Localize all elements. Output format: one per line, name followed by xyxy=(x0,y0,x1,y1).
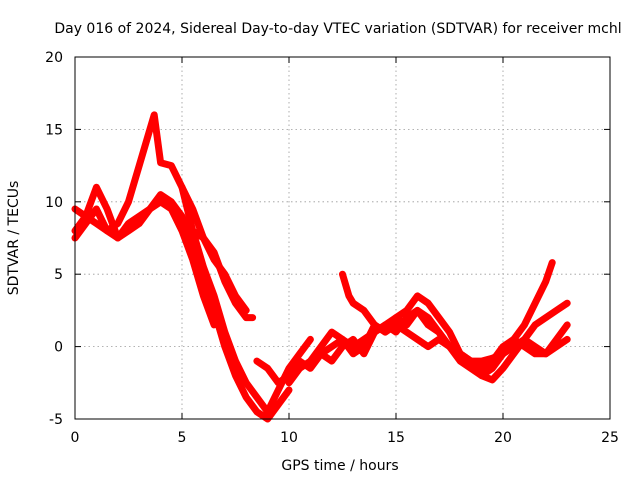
ticks xyxy=(74,56,611,420)
y-tick-labels: -5 0 5 10 15 20 xyxy=(45,50,63,428)
y-tick-label: -5 xyxy=(49,412,63,428)
y-axis-label: SDTVAR / TECUs xyxy=(6,181,22,296)
series-track-3 xyxy=(71,198,218,329)
x-tick-label: 15 xyxy=(387,430,405,446)
x-tick-labels: 0 5 10 15 20 25 xyxy=(71,430,619,446)
x-axis-label: GPS time / hours xyxy=(281,458,398,474)
y-tick-label: 15 xyxy=(45,122,63,138)
y-tick-label: 20 xyxy=(45,50,63,66)
chart-title: Day 016 of 2024, Sidereal Day-to-day VTE… xyxy=(54,21,621,37)
y-tick-label: 0 xyxy=(54,340,63,356)
y-tick-label: 10 xyxy=(45,195,63,211)
series-track-5 xyxy=(189,227,257,322)
plot-frame xyxy=(74,56,611,420)
series-track-2 xyxy=(71,183,293,423)
y-tick-label: 5 xyxy=(54,267,63,283)
x-tick-label: 25 xyxy=(601,430,619,446)
x-tick-label: 20 xyxy=(494,430,512,446)
x-tick-label: 0 xyxy=(71,430,80,446)
grid xyxy=(75,57,610,419)
series-track-9 xyxy=(339,270,571,372)
x-tick-label: 5 xyxy=(178,430,187,446)
series-track-8 xyxy=(306,292,571,365)
x-tick-label: 10 xyxy=(280,430,298,446)
series-group xyxy=(71,111,571,423)
